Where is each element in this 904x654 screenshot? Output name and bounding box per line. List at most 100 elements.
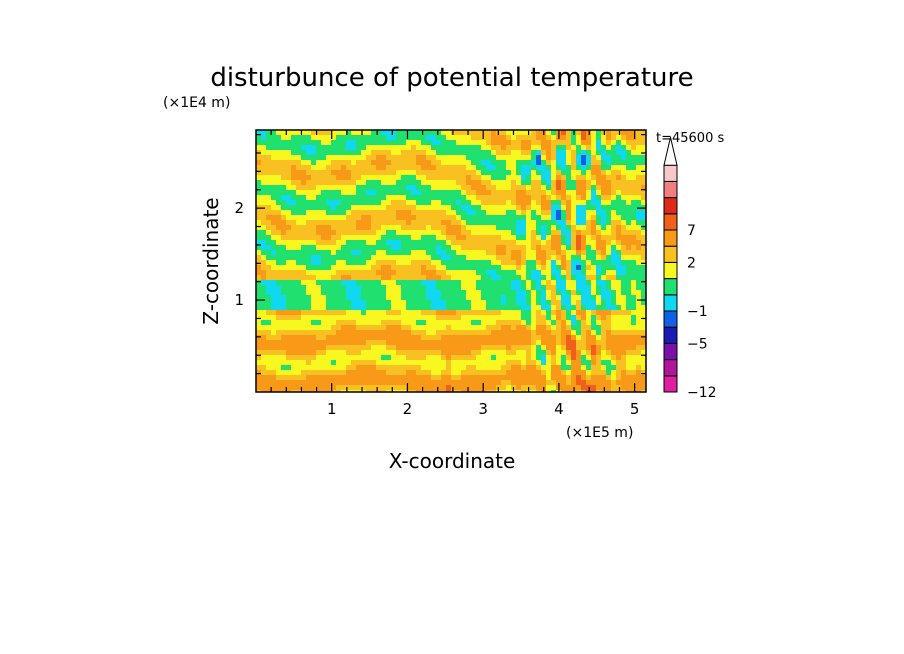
- field-cell: [621, 225, 627, 231]
- field-cell: [576, 340, 587, 346]
- field-cell: [566, 260, 572, 266]
- field-cell: [281, 135, 292, 141]
- field-cell: [581, 355, 587, 361]
- field-cell: [541, 285, 547, 291]
- field-cell: [626, 365, 637, 371]
- field-cell: [531, 335, 542, 341]
- field-cell: [611, 245, 617, 251]
- field-cell: [341, 245, 392, 251]
- field-cell: [586, 240, 597, 246]
- field-cell: [586, 335, 597, 341]
- field-cell: [581, 360, 592, 366]
- field-cell: [256, 335, 267, 341]
- field-cell: [381, 200, 392, 206]
- field-cell: [496, 320, 522, 326]
- field-cell: [391, 265, 422, 271]
- field-cell: [366, 180, 382, 186]
- field-cell: [601, 365, 607, 371]
- field-cell: [481, 290, 517, 296]
- field-cell: [521, 180, 532, 186]
- field-cell: [571, 335, 577, 341]
- field-cell: [551, 165, 557, 171]
- field-cell: [566, 255, 572, 261]
- field-cell: [566, 285, 577, 291]
- field-cell: [531, 355, 537, 361]
- field-cell: [601, 345, 607, 351]
- field-cell: [256, 235, 272, 241]
- field-cell: [586, 350, 592, 356]
- field-cell: [561, 205, 567, 211]
- field-cell: [561, 290, 567, 296]
- field-cell: [551, 315, 557, 321]
- field-cell: [256, 270, 267, 276]
- field-cell: [536, 265, 542, 271]
- field-cell: [456, 250, 487, 256]
- field-cell: [541, 195, 547, 201]
- field-cell: [436, 330, 492, 336]
- field-cell: [546, 390, 552, 392]
- field-cell: [586, 265, 592, 271]
- field-cell: [256, 345, 327, 351]
- field-cell: [531, 300, 537, 306]
- field-cell: [581, 250, 587, 256]
- field-cell: [601, 320, 612, 326]
- field-cell: [586, 345, 592, 351]
- field-cell: [346, 240, 367, 246]
- field-cell: [416, 390, 447, 392]
- field-cell: [596, 285, 602, 291]
- field-cell: [341, 325, 357, 331]
- field-cell: [641, 245, 646, 251]
- field-cell: [621, 290, 632, 296]
- field-cell: [421, 190, 462, 196]
- field-cell: [451, 360, 507, 366]
- field-cell: [356, 280, 382, 286]
- field-cell: [546, 135, 552, 141]
- field-cell: [336, 270, 377, 276]
- field-cell: [516, 300, 527, 306]
- field-cell: [606, 170, 612, 176]
- field-cell: [436, 270, 447, 276]
- field-cell: [616, 225, 622, 231]
- field-cell: [376, 365, 422, 371]
- field-cell: [551, 320, 557, 326]
- field-cell: [511, 185, 527, 191]
- field-cell: [616, 230, 622, 236]
- field-cell: [256, 215, 267, 221]
- y-scale-label: (×1E4 m): [163, 95, 230, 111]
- field-cell: [591, 350, 597, 356]
- field-cell: [606, 275, 617, 281]
- field-cell: [271, 220, 287, 226]
- field-cell: [421, 235, 437, 241]
- field-cell: [361, 310, 367, 316]
- field-cell: [606, 225, 612, 231]
- field-cell: [596, 335, 602, 341]
- field-cell: [446, 355, 452, 361]
- field-cell: [481, 175, 492, 181]
- field-cell: [561, 225, 567, 231]
- field-cell: [621, 260, 637, 266]
- field-cell: [441, 230, 447, 236]
- field-cell: [406, 200, 417, 206]
- field-cell: [316, 275, 332, 281]
- field-cell: [491, 145, 502, 151]
- field-cell: [406, 195, 467, 201]
- field-cell: [386, 370, 407, 376]
- field-cell: [536, 170, 542, 176]
- field-cell: [521, 275, 527, 281]
- field-cell: [596, 310, 612, 316]
- field-cell: [456, 180, 467, 186]
- field-cell: [441, 140, 457, 146]
- field-cell: [551, 245, 562, 251]
- field-cell: [606, 375, 612, 381]
- field-cell: [526, 205, 532, 211]
- field-cell: [546, 230, 552, 236]
- field-cell: [591, 345, 597, 351]
- field-cell: [476, 285, 512, 291]
- field-cell: [571, 165, 577, 171]
- field-cell: [596, 340, 607, 346]
- field-cell: [591, 355, 597, 361]
- field-cell: [521, 265, 527, 271]
- field-cell: [551, 240, 562, 246]
- field-cell: [586, 380, 612, 386]
- field-cell: [346, 145, 357, 151]
